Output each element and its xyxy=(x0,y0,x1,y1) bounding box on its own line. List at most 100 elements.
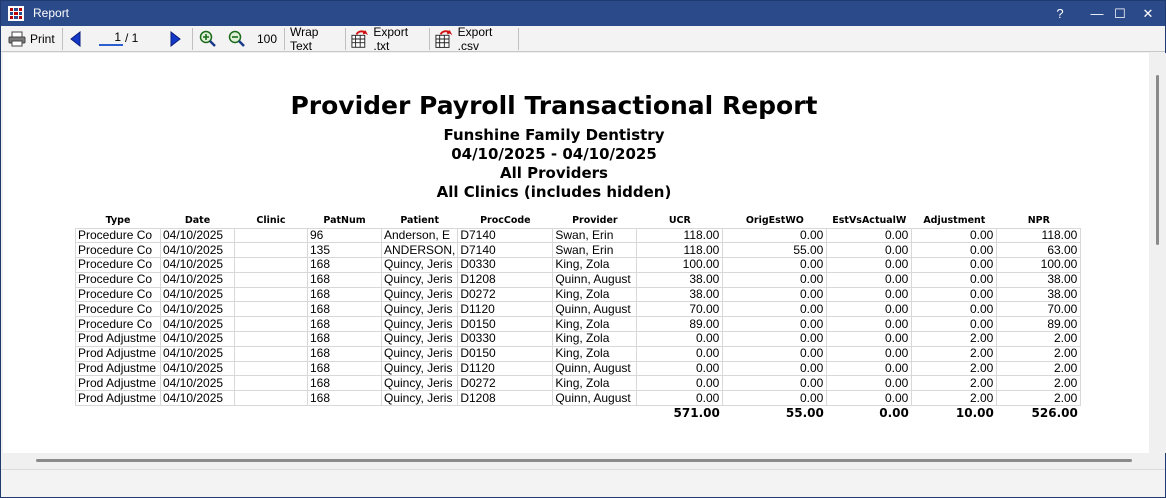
column-header: Date xyxy=(184,215,211,227)
table-row: Procedure Co 04/10/2025 168 Quincy, Jeris D0… xyxy=(75,286,1082,303)
table-cell: 168 xyxy=(307,271,382,288)
table-cell: King, Zola xyxy=(552,345,638,362)
table-row: Procedure Co 04/10/2025 168 Quincy, Jeris D0… xyxy=(75,257,1082,273)
vertical-scroll-thumb[interactable] xyxy=(1156,75,1159,245)
table-cell xyxy=(234,271,308,288)
table-cell: Swan, Erin xyxy=(552,227,638,244)
help-button[interactable]: ? xyxy=(1056,6,1064,21)
table-cell: 168 xyxy=(307,345,382,362)
table-cell xyxy=(234,301,308,318)
totals-spacer xyxy=(458,406,553,421)
table-cell: 0.00 xyxy=(722,331,828,347)
table-cell: D0150 xyxy=(457,316,554,333)
table-row: Procedure Co 04/10/2025 135 ANDERSON, D7140 S… xyxy=(75,242,1082,259)
maximize-button[interactable]: ☐ xyxy=(1114,6,1126,21)
next-page-button[interactable] xyxy=(163,27,189,51)
table-cell: 04/10/2025 xyxy=(160,390,235,407)
table-cell: Prod Adjustme xyxy=(75,345,161,362)
wrap-text-button[interactable]: Wrap Text xyxy=(286,25,344,53)
table-cell: D7140 xyxy=(457,227,554,244)
table-cell: 04/10/2025 xyxy=(160,360,235,377)
table-cell: Anderson, E xyxy=(380,227,459,244)
table-cell: 0.00 xyxy=(722,257,828,273)
total-cell: 571.00 xyxy=(673,405,720,420)
table-cell xyxy=(234,286,308,303)
table-cell: 04/10/2025 xyxy=(160,345,235,362)
minimize-button[interactable]: — xyxy=(1090,6,1104,21)
zoom-out-button[interactable] xyxy=(224,27,250,51)
table-cell: 04/10/2025 xyxy=(160,301,235,318)
table-row: Prod Adjustme 04/10/2025 168 Quincy, Jeris D… xyxy=(75,360,1082,377)
table-cell: Quincy, Jeris xyxy=(380,345,459,362)
table-cell: D0150 xyxy=(457,345,554,362)
table-cell xyxy=(234,360,308,377)
practice-name: Funshine Family Dentistry xyxy=(443,126,665,144)
table-cell: Prod Adjustme xyxy=(75,375,161,392)
export-txt-button[interactable]: Export .txt xyxy=(347,25,427,53)
table-cell: King, Zola xyxy=(552,286,638,303)
providers-filter: All Providers xyxy=(500,164,608,182)
table-cell: Procedure Co xyxy=(75,257,161,273)
table-cell: Procedure Co xyxy=(75,286,161,303)
zoom-in-icon xyxy=(199,30,216,47)
table-cell: 0.00 xyxy=(636,390,724,407)
totals-row: 571.00 55.00 0.00 10.00 526.00 xyxy=(76,406,1081,421)
table-cell: D1208 xyxy=(457,271,554,288)
table-cell: 0.00 xyxy=(636,331,724,347)
zoom-level-button[interactable]: 100 xyxy=(253,27,281,51)
window-title: Report xyxy=(33,6,70,20)
table-cell: 70.00 xyxy=(996,301,1082,318)
table-cell: 0.00 xyxy=(722,390,828,407)
zoom-level: 100 xyxy=(256,32,278,46)
table-cell: King, Zola xyxy=(552,257,638,273)
table-cell: Quinn, August xyxy=(552,360,638,377)
table-cell: 100.00 xyxy=(636,257,724,273)
table-cell: 0.00 xyxy=(826,331,913,347)
export-csv-label: Export .csv xyxy=(457,25,493,53)
table-cell: D0272 xyxy=(457,375,554,392)
report-table: Type Date Clinic PatNum Patient ProcCode Provi… xyxy=(75,214,1082,421)
report-title: Provider Payroll Transactional Report xyxy=(290,91,818,120)
zoom-in-button[interactable] xyxy=(195,27,221,51)
table-cell: D0272 xyxy=(457,286,554,303)
table-cell: 2.00 xyxy=(996,390,1082,407)
arrow-left-icon xyxy=(70,31,81,47)
table-cell: 96 xyxy=(307,227,382,244)
previous-page-button[interactable] xyxy=(64,27,90,51)
table-cell: 168 xyxy=(307,316,382,333)
table-cell: 0.00 xyxy=(826,286,913,303)
table-cell: 0.00 xyxy=(911,271,998,288)
table-cell: Prod Adjustme xyxy=(75,390,161,407)
vertical-scrollbar[interactable] xyxy=(1150,53,1166,453)
table-cell xyxy=(234,331,308,347)
toolbar: Print 1 / 1 xyxy=(1,25,1165,53)
table-cell: 38.00 xyxy=(996,271,1082,288)
export-csv-button[interactable]: Export .csv xyxy=(431,25,517,53)
table-cell: Swan, Erin xyxy=(552,242,638,259)
table-cell: D0330 xyxy=(457,331,554,347)
table-cell: Quincy, Jeris xyxy=(380,375,459,392)
table-cell: Procedure Co xyxy=(75,301,161,318)
page-number-input[interactable]: 1 xyxy=(99,30,123,46)
table-cell: 89.00 xyxy=(636,316,724,333)
close-button[interactable]: ✕ xyxy=(1142,6,1154,21)
totals-spacer xyxy=(76,406,161,421)
table-cell xyxy=(234,316,308,333)
total-cell: 55.00 xyxy=(785,405,824,420)
table-cell: King, Zola xyxy=(552,316,638,333)
title-bar: Report ? — ☐ ✕ xyxy=(1,1,1165,26)
table-cell: 168 xyxy=(307,331,382,347)
table-cell: 04/10/2025 xyxy=(160,257,235,273)
horizontal-scrollbar[interactable] xyxy=(3,453,1149,469)
column-header: Patient xyxy=(400,215,439,227)
total-cell: 526.00 xyxy=(1031,405,1078,420)
table-row: Prod Adjustme 04/10/2025 168 Quincy, Jeris D… xyxy=(75,375,1082,392)
table-cell: D0330 xyxy=(457,257,554,273)
table-cell: 0.00 xyxy=(826,242,913,259)
table-cell: 2.00 xyxy=(996,331,1082,347)
print-button[interactable]: Print xyxy=(4,27,60,51)
table-cell: 0.00 xyxy=(826,360,913,377)
horizontal-scroll-thumb[interactable] xyxy=(36,459,1132,462)
table-cell: 0.00 xyxy=(911,316,998,333)
table-cell: 0.00 xyxy=(826,345,913,362)
